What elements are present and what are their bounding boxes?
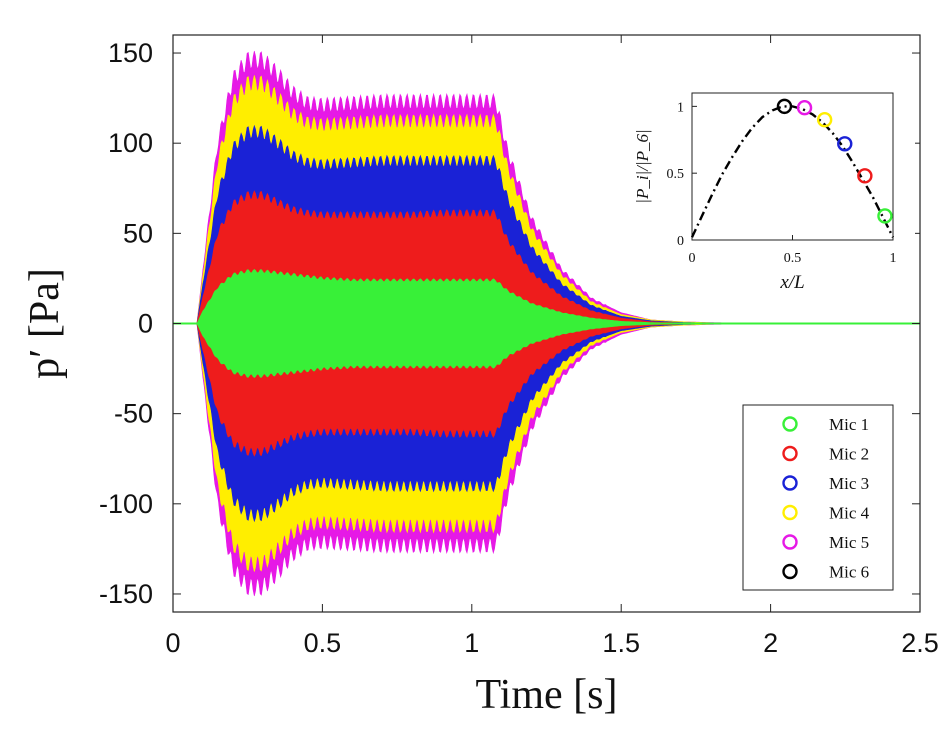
x-tick-label: 1 bbox=[464, 628, 479, 658]
inset-y-tick-label: 0.5 bbox=[667, 167, 685, 182]
x-axis-label: Time [s] bbox=[476, 672, 618, 718]
legend-label: Mic 1 bbox=[829, 415, 869, 434]
inset-point-mic-4 bbox=[816, 112, 833, 128]
legend-label: Mic 3 bbox=[829, 474, 869, 493]
inset-x-tick-label: 0.5 bbox=[784, 251, 802, 266]
y-axis-label: p′ [Pa] bbox=[22, 268, 68, 379]
x-tick-label: 2 bbox=[763, 628, 778, 658]
inset-point-mic-2 bbox=[857, 168, 873, 184]
inset-x-tick-label: 0 bbox=[689, 251, 696, 266]
legend-box bbox=[742, 404, 894, 591]
y-tick-label: 100 bbox=[108, 128, 153, 158]
y-tick-label: 150 bbox=[108, 38, 153, 68]
inset-point-mic-3 bbox=[837, 136, 853, 152]
legend: Mic 1 Mic 2 Mic 3 Mic 4 Mic 5 Mic 6 bbox=[742, 404, 894, 591]
inset-y-tick-label: 1 bbox=[677, 100, 684, 115]
legend-label: Mic 4 bbox=[829, 504, 870, 523]
main-plot-axis-labels: Time [s] p′ [Pa] bbox=[22, 268, 617, 718]
x-tick-label: 1.5 bbox=[602, 628, 640, 658]
legend-marker-mic-5 bbox=[782, 534, 798, 550]
legend-marker-mic-3 bbox=[782, 475, 798, 491]
x-tick-label: 0 bbox=[165, 628, 180, 658]
legend-marker-mic-4 bbox=[782, 504, 798, 521]
inset-point-mic-1 bbox=[877, 208, 893, 224]
legend-label: Mic 6 bbox=[829, 563, 869, 582]
inset-x-tick-label: 1 bbox=[890, 251, 897, 266]
main-plot-bands bbox=[173, 50, 920, 597]
y-tick-label: 50 bbox=[123, 218, 153, 248]
y-tick-label: 0 bbox=[138, 309, 153, 339]
legend-label: Mic 2 bbox=[829, 445, 869, 464]
legend-marker-mic-1 bbox=[782, 416, 798, 432]
inset-y-tick-label: 0 bbox=[677, 234, 684, 249]
legend-marker-mic-2 bbox=[782, 445, 798, 462]
legend-label: Mic 5 bbox=[829, 533, 869, 552]
legend-marker-mic-6 bbox=[782, 563, 798, 580]
inset-plot: 0 0.5 1 0 0.5 1 x/L |P_i|/|P_6| bbox=[625, 75, 915, 305]
y-tick-label: -50 bbox=[114, 399, 153, 429]
y-tick-label: -150 bbox=[99, 579, 153, 609]
y-tick-label: -100 bbox=[99, 489, 153, 519]
inset-border bbox=[691, 92, 894, 241]
x-tick-label: 0.5 bbox=[304, 628, 342, 658]
inset-point-mic-5 bbox=[796, 99, 813, 116]
inset-y-axis-label: |P_i|/|P_6| bbox=[633, 129, 652, 203]
x-tick-label: 2.5 bbox=[901, 628, 939, 658]
inset-x-axis-label: x/L bbox=[779, 272, 804, 293]
inset-point-mic-6 bbox=[776, 98, 793, 115]
